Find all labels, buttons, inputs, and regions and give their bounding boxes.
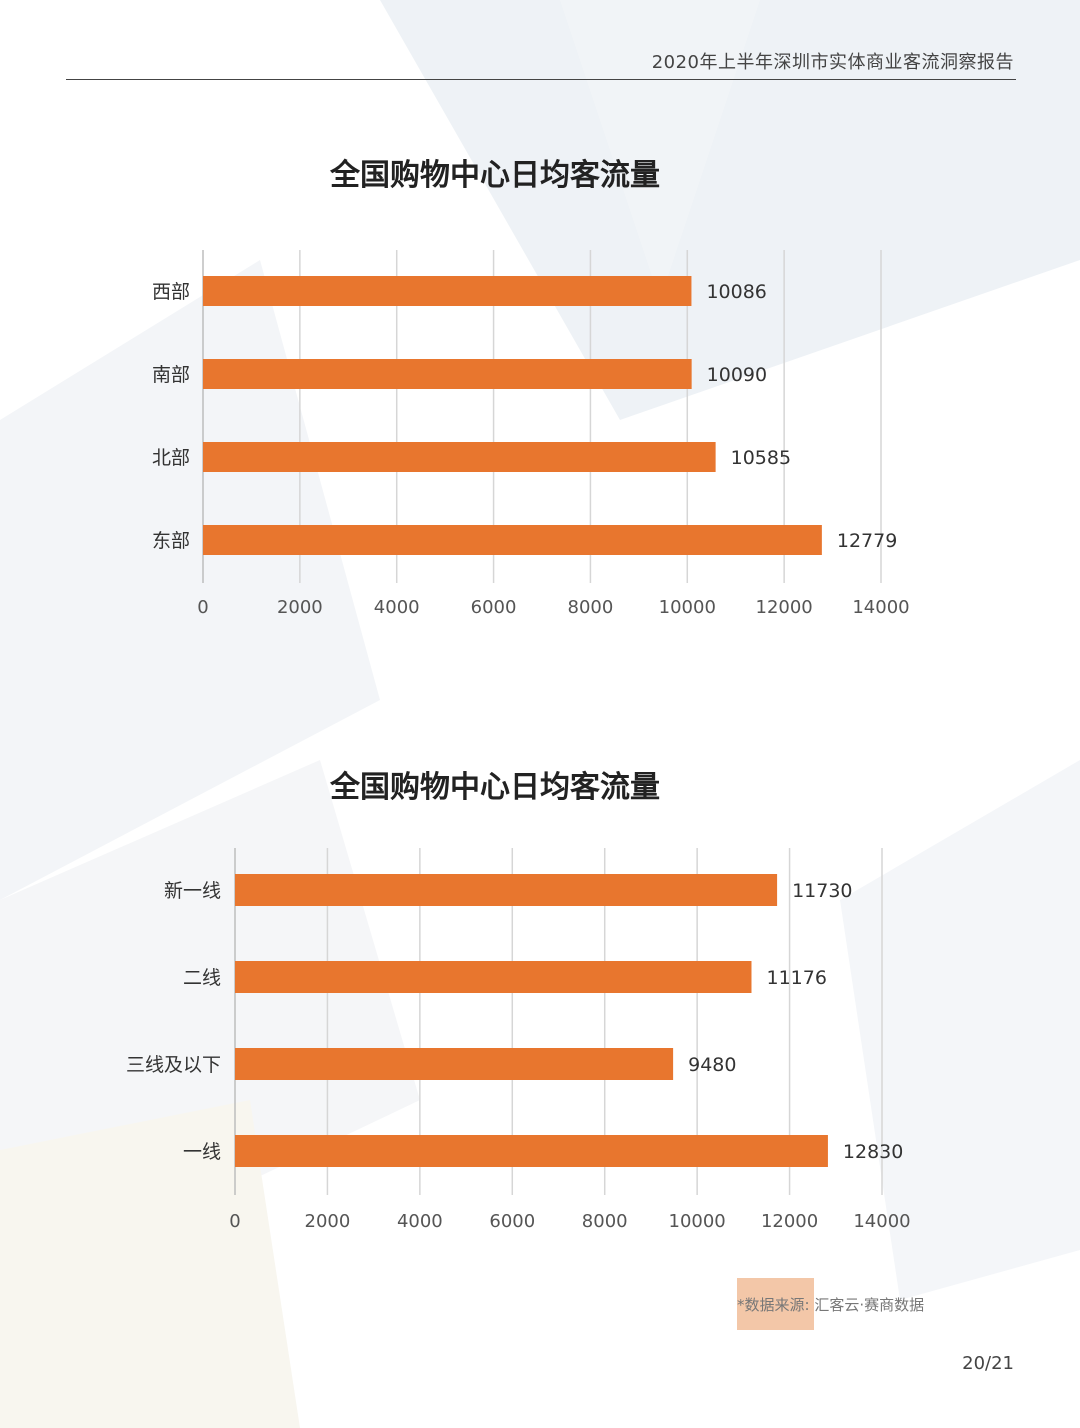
x-tick-label: 0 [197, 597, 208, 618]
x-tick-label: 8000 [568, 597, 614, 618]
x-tick-label: 8000 [582, 1211, 628, 1232]
category-label: 东部 [152, 530, 190, 552]
report-title: 2020年上半年深圳市实体商业客流洞察报告 [651, 52, 1014, 73]
x-tick-label: 10000 [659, 597, 716, 618]
bar [203, 359, 692, 389]
data-label: 11176 [766, 967, 826, 989]
category-label: 二线 [183, 967, 221, 989]
x-tick-label: 14000 [852, 597, 909, 618]
x-tick-label: 10000 [669, 1211, 726, 1232]
x-tick-label: 6000 [471, 597, 517, 618]
category-label: 一线 [183, 1141, 221, 1163]
x-tick-label: 2000 [305, 1211, 351, 1232]
x-tick-label: 0 [229, 1211, 240, 1232]
bar [235, 1135, 828, 1167]
category-label: 北部 [152, 447, 190, 469]
data-label: 9480 [688, 1054, 736, 1076]
category-label: 新一线 [164, 880, 221, 902]
chart-2-plot: 0 2000 4000 6000 8000 10000 12000 14000 新一线 11730… [126, 848, 911, 1232]
bar [235, 1048, 674, 1080]
x-tick-label: 14000 [853, 1211, 910, 1232]
chart-1-title: 全国购物中心日均客流量 [330, 158, 660, 193]
data-label: 12779 [837, 530, 897, 552]
x-tick-label: 12000 [756, 597, 813, 618]
data-label: 12830 [843, 1141, 903, 1163]
source-highlight [737, 1278, 814, 1330]
data-label: 10086 [706, 281, 766, 303]
data-label: 10090 [707, 364, 767, 386]
x-tick-label: 4000 [397, 1211, 443, 1232]
chart-1-plot: 0 2000 4000 6000 8000 10000 12000 14000 西部 10086 南… [152, 250, 910, 618]
bar [235, 874, 778, 906]
x-tick-label: 6000 [489, 1211, 535, 1232]
x-tick-label: 12000 [761, 1211, 818, 1232]
x-tick-label: 4000 [374, 597, 420, 618]
header-divider [66, 79, 1016, 80]
source-note: *数据来源: 汇客云·赛商数据 [737, 1296, 925, 1314]
category-label: 三线及以下 [126, 1054, 221, 1076]
page-number: 20/21 [962, 1353, 1014, 1374]
bar [235, 961, 752, 993]
data-label: 11730 [792, 880, 852, 902]
data-label: 10585 [731, 447, 791, 469]
category-label: 南部 [152, 364, 190, 386]
category-label: 西部 [152, 281, 190, 303]
bar [203, 276, 692, 306]
x-tick-label: 2000 [277, 597, 323, 618]
bar [203, 442, 716, 472]
bar [203, 525, 822, 555]
chart-2-title: 全国购物中心日均客流量 [330, 770, 660, 805]
